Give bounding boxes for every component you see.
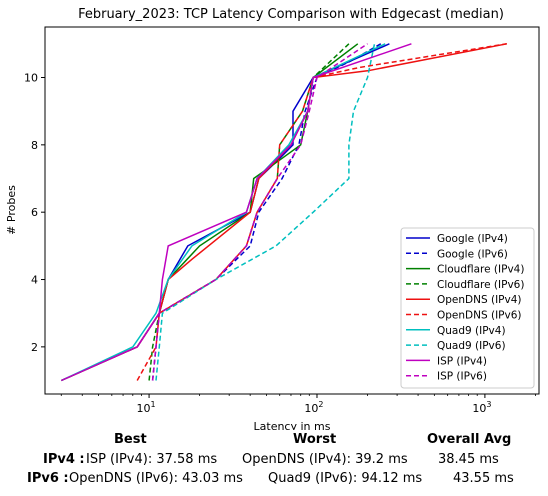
y-axis-label: # Probes (5, 185, 18, 235)
overall-ipv4: 38.45 ms (438, 452, 499, 467)
series-line-6 (60, 43, 386, 382)
best-ipv4: ISP (IPv4): 37.58 ms (86, 452, 218, 467)
legend-label-8: ISP (IPv4) (437, 355, 487, 367)
y-tick-label: 6 (31, 206, 38, 219)
y-tick-label: 2 (31, 341, 38, 354)
series-line-7 (155, 43, 376, 381)
x-tick-label: 101 (137, 400, 156, 415)
worst-ipv4: OpenDNS (IPv4): 39.2 ms (242, 452, 408, 467)
y-tick-label: 10 (24, 72, 38, 85)
row-label-ipv6: IPv6 : (27, 471, 69, 486)
plot-area (44, 26, 540, 395)
legend-label-3: Cloudflare (IPv6) (437, 279, 524, 291)
series-line-1 (151, 43, 382, 381)
legend-label-0: Google (IPv4) (437, 233, 508, 245)
x-axis-label: Latency in ms (254, 420, 331, 430)
summary-header-best: Best (114, 432, 147, 447)
axis-layer: 101 102 103 2 4 6 8 10 (24, 72, 536, 415)
series-line-0 (60, 43, 390, 382)
series-line-5 (136, 43, 507, 381)
legend-label-7: Quad9 (IPv6) (437, 340, 506, 352)
series-layer (60, 43, 507, 382)
summary-header-worst: Worst (293, 432, 337, 447)
legend-label-2: Cloudflare (IPv4) (437, 264, 524, 276)
summary-header-overall: Overall Avg (427, 432, 512, 447)
legend-label-9: ISP (IPv6) (437, 371, 487, 383)
worst-ipv6: Quad9 (IPv6): 94.12 ms (268, 471, 423, 486)
x-tick-label: 102 (304, 400, 323, 415)
legend-label-1: Google (IPv6) (437, 248, 508, 260)
x-tick-label: 103 (472, 400, 491, 415)
latency-chart: February_2023: TCP Latency Comparison wi… (5, 7, 540, 430)
y-tick-label: 8 (31, 139, 38, 152)
legend: Google (IPv4) Google (IPv6) Cloudflare (IP… (400, 227, 535, 389)
legend-label-5: OpenDNS (IPv6) (437, 310, 522, 322)
series-line-8 (60, 43, 412, 382)
legend-label-6: Quad9 (IPv4) (437, 325, 506, 337)
overall-ipv6: 43.55 ms (453, 471, 514, 486)
chart-title: February_2023: TCP Latency Comparison wi… (78, 7, 504, 22)
row-label-ipv4: IPv4 : (43, 452, 85, 467)
series-line-9 (151, 43, 368, 381)
best-ipv6: OpenDNS (IPv6): 43.03 ms (69, 471, 243, 486)
legend-label-4: OpenDNS (IPv4) (437, 294, 522, 306)
legend-box (400, 227, 535, 389)
y-tick-label: 4 (31, 274, 38, 287)
